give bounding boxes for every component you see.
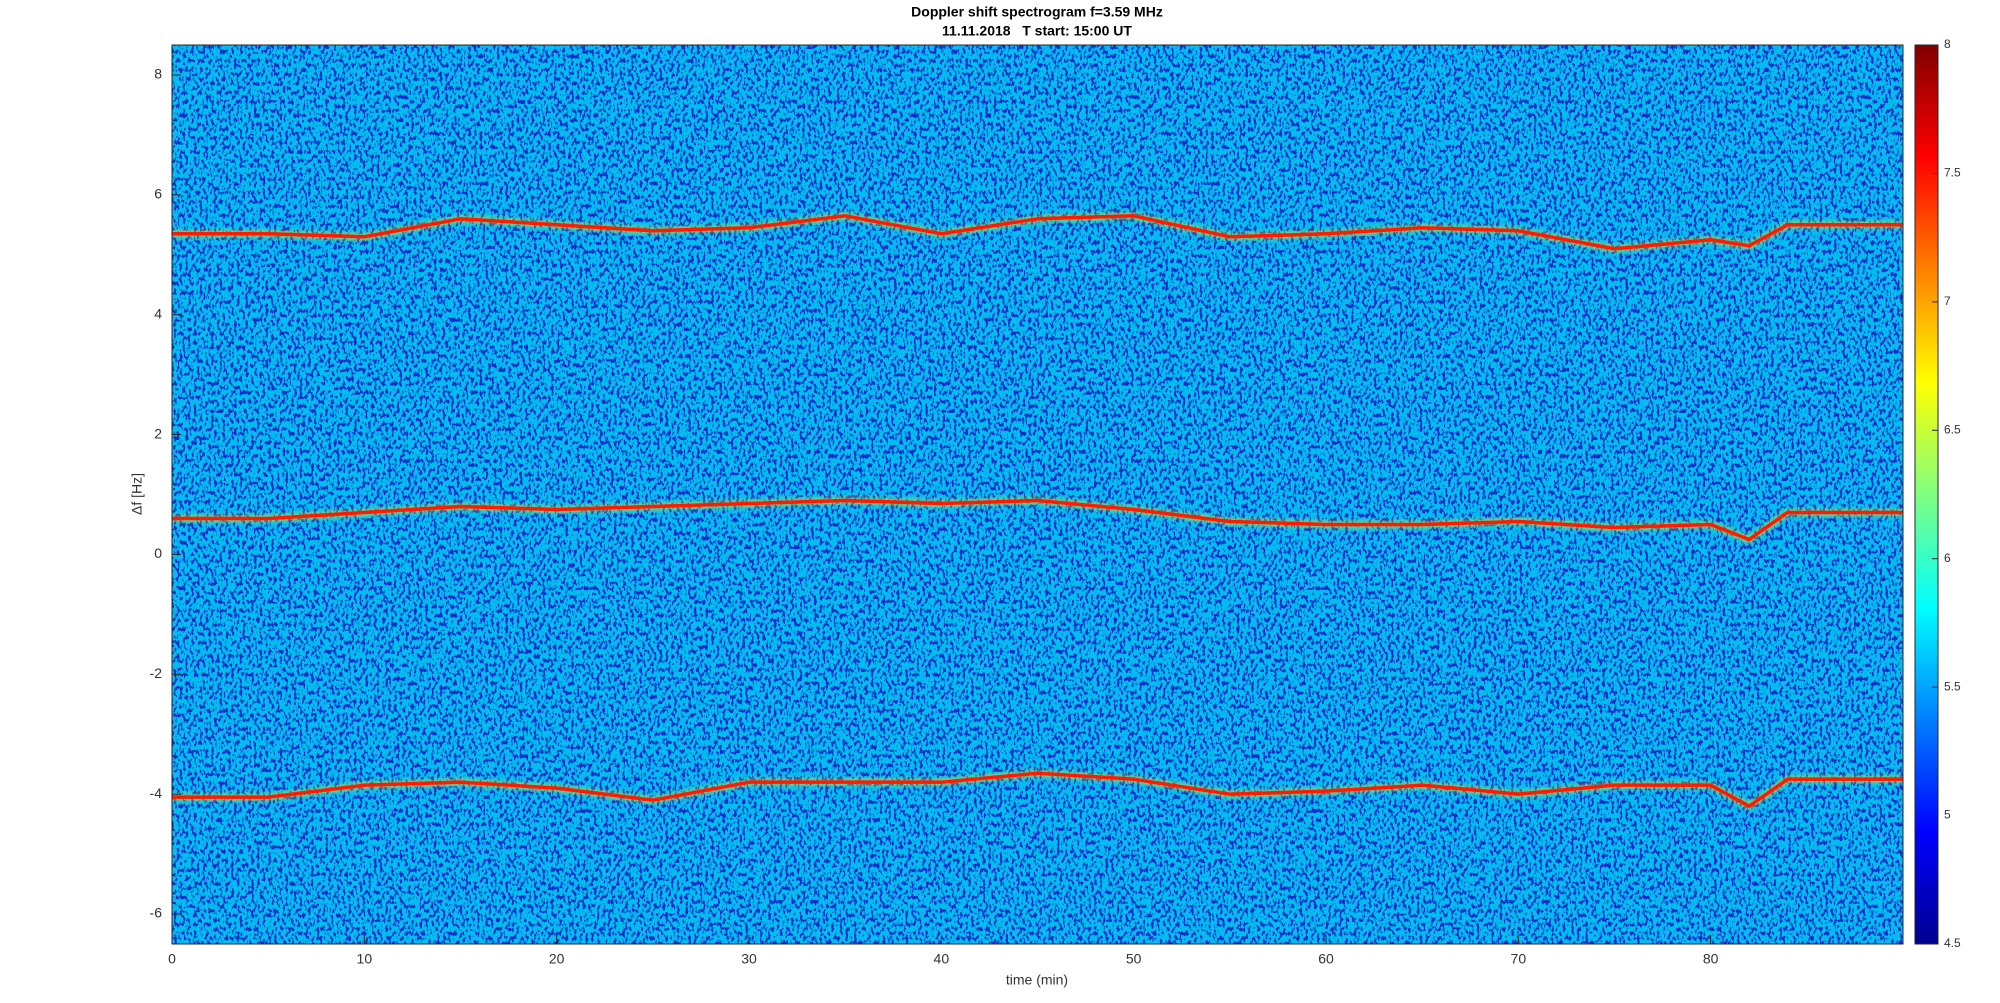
colorbar-tick-label: 6.5 [1944,422,1961,436]
x-tick-label: 60 [1318,951,1334,967]
x-tick-label: 20 [549,951,565,967]
x-tick-label: 80 [1703,951,1719,967]
plot-frame [171,44,1904,945]
traces [172,214,1903,808]
colorbar-tick-label: 6 [1944,551,1951,565]
x-tick-label: 50 [1126,951,1142,967]
x-tick-label: 70 [1511,951,1527,967]
colorbar-tick-label: 8 [1944,37,1951,51]
colorbar-tick-label: 7 [1944,294,1951,308]
x-tick-label: 10 [357,951,373,967]
y-tick-label: 0 [154,545,162,561]
y-tick-label: -6 [150,905,163,921]
y-tick-label: 4 [154,305,162,321]
x-tick-label: 0 [168,951,176,967]
chart-title: Doppler shift spectrogram f=3.59 MHz [911,4,1163,20]
doppler-trace [172,214,1903,251]
y-axis-label: Δf [Hz] [129,473,145,515]
y-tick-label: 6 [154,186,162,202]
colorbar-tick-label: 5.5 [1944,679,1961,693]
y-tick-label: -2 [150,665,163,681]
colorbar-tick-label: 7.5 [1944,166,1961,180]
colorbar-tick-label: 5 [1944,808,1951,822]
colorbar [1914,44,1939,945]
doppler-trace [172,771,1903,808]
doppler-trace [172,498,1903,542]
x-axis-label: time (min) [1006,972,1068,988]
y-tick-label: 8 [154,66,162,82]
y-tick-label: 2 [154,425,162,441]
chart-subtitle: 11.11.2018 T start: 15:00 UT [942,23,1132,39]
spectrogram-noise [172,45,1903,944]
y-tick-label: -4 [150,785,163,801]
x-tick-label: 30 [741,951,757,967]
x-tick-label: 40 [934,951,950,967]
colorbar-tick-label: 4.5 [1944,936,1961,950]
